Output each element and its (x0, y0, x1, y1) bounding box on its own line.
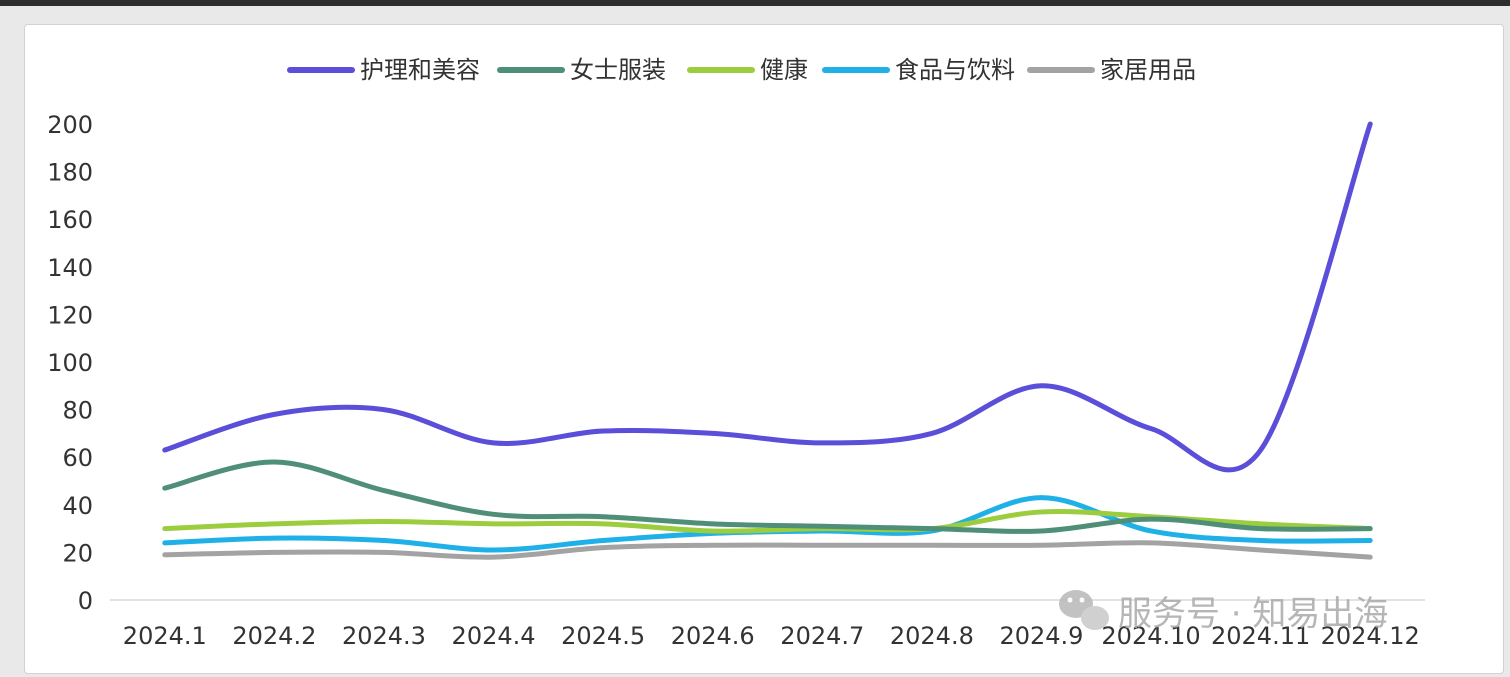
x-tick-label: 2024.7 (780, 622, 864, 650)
series-line (162, 540, 1373, 560)
x-tick-label: 2024.10 (1101, 622, 1200, 650)
series-line (162, 459, 1373, 534)
y-axis: 0 20 40 60 80 100 120 140 160 180 200 (47, 111, 93, 615)
top-bar (0, 0, 1510, 6)
legend-label: 护理和美容 (360, 56, 480, 84)
legend-label: 食品与饮料 (895, 56, 1015, 84)
legend: 护理和美容 女士服装 健康 食品与饮料 家居用品 (287, 56, 1196, 84)
y-tick-label: 120 (47, 301, 93, 329)
y-tick-label: 60 (62, 444, 93, 472)
x-tick-label: 2024.2 (232, 622, 316, 650)
watermark: 服务号 · 知易出海 (1059, 590, 1388, 634)
wechat-icon (1059, 590, 1109, 630)
y-tick-label: 20 (62, 539, 93, 567)
series-line (162, 121, 1373, 473)
x-tick-label: 2024.8 (890, 622, 974, 650)
y-tick-label: 160 (47, 206, 93, 234)
x-tick-label: 2024.4 (452, 622, 536, 650)
y-tick-label: 100 (47, 349, 93, 377)
x-tick-label: 2024.12 (1321, 622, 1420, 650)
x-tick-label: 2024.9 (999, 622, 1083, 650)
y-tick-label: 0 (78, 587, 93, 615)
y-tick-label: 180 (47, 159, 93, 187)
legend-label: 家居用品 (1100, 56, 1196, 84)
legend-label: 女士服装 (570, 56, 666, 84)
y-tick-label: 140 (47, 254, 93, 282)
series-lines (162, 121, 1373, 560)
y-tick-label: 80 (62, 397, 93, 425)
x-tick-label: 2024.6 (671, 622, 755, 650)
y-tick-label: 40 (62, 492, 93, 520)
x-axis: 2024.1 2024.2 2024.3 2024.4 2024.5 2024.6 2024… (123, 622, 1420, 650)
x-tick-label: 2024.1 (123, 622, 207, 650)
legend-label: 健康 (760, 56, 808, 84)
x-tick-label: 2024.3 (342, 622, 426, 650)
watermark-text: 服务号 · 知易出海 (1118, 594, 1388, 634)
x-tick-label: 2024.5 (561, 622, 645, 650)
chart-card (24, 24, 1504, 674)
y-tick-label: 200 (47, 111, 93, 139)
x-tick-label: 2024.11 (1211, 622, 1310, 650)
